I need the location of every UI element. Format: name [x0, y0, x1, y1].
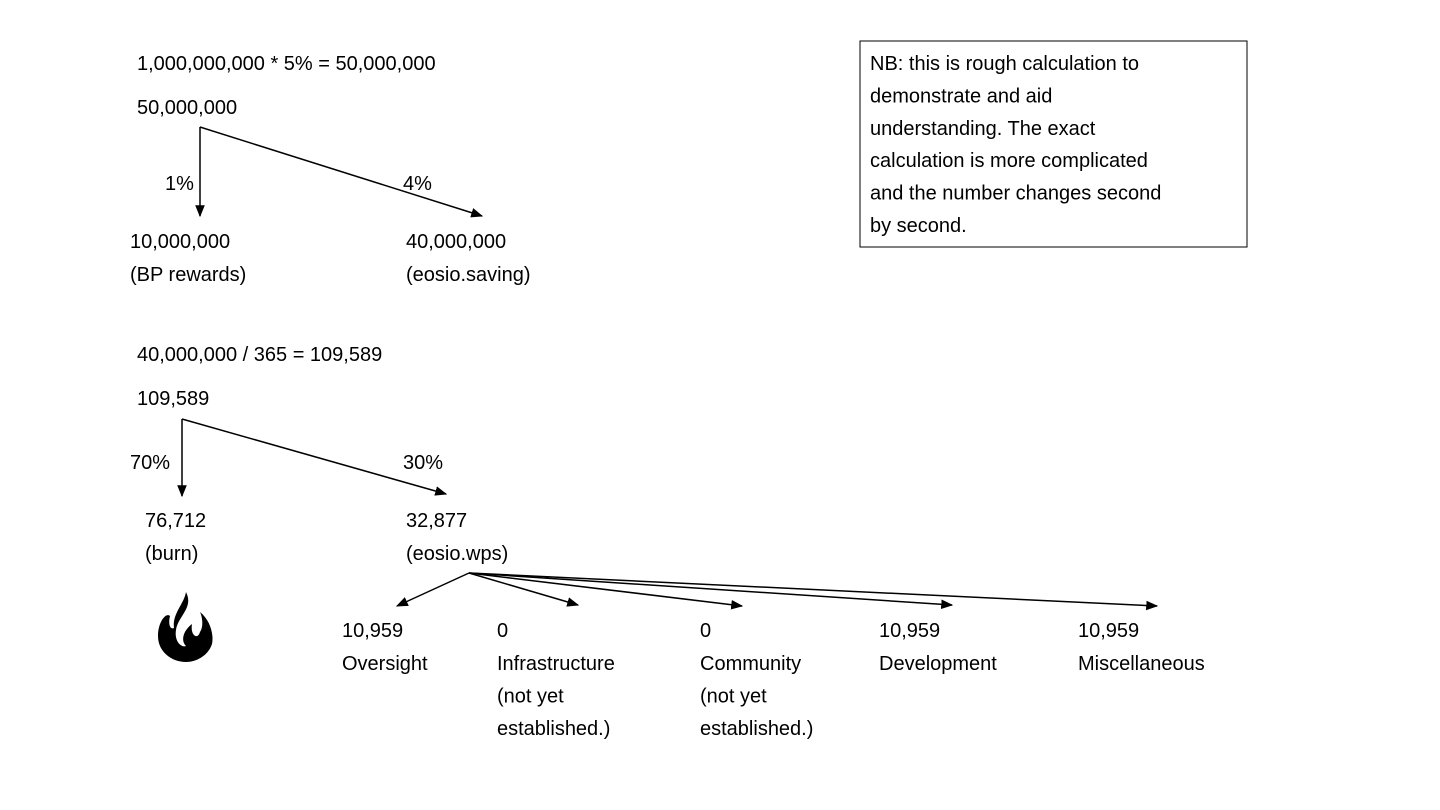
root-value: 50,000,000: [137, 97, 237, 119]
node-label: (not yet: [497, 686, 564, 708]
note-line: calculation is more complicated: [870, 150, 1148, 172]
arrow: [468, 572, 744, 610]
node-label: Community: [700, 653, 801, 675]
arrow: [468, 572, 1159, 611]
formula: 40,000,000 / 365 = 109,589: [137, 344, 382, 366]
node-value: 0: [700, 620, 711, 642]
edge-label: 70%: [130, 452, 170, 474]
node-value: 10,959: [342, 620, 403, 642]
node-label: (burn): [145, 543, 198, 565]
arrow: [199, 126, 484, 218]
node-label: Development: [879, 653, 997, 675]
formula: 1,000,000,000 * 5% = 50,000,000: [137, 53, 436, 75]
arrow: [395, 572, 470, 607]
node-label: Infrastructure: [497, 653, 615, 675]
node-label: Oversight: [342, 653, 428, 675]
note-line: and the number changes second: [870, 183, 1161, 205]
arrow: [468, 572, 580, 607]
node-label: established.): [700, 718, 813, 740]
node-value: 10,959: [1078, 620, 1139, 642]
node-label: established.): [497, 718, 610, 740]
note-line: demonstrate and aid: [870, 85, 1052, 107]
arrows: [177, 126, 1159, 611]
node-label: Miscellaneous: [1078, 653, 1205, 675]
node-value: 32,877: [406, 510, 467, 532]
node-label: (not yet: [700, 686, 767, 708]
node-label: (eosio.wps): [406, 543, 508, 565]
fire-icon: [158, 592, 213, 662]
note-box: [859, 40, 1248, 248]
node-value: 10,959: [879, 620, 940, 642]
node-value: 0: [497, 620, 508, 642]
arrow: [468, 572, 954, 610]
root-value: 109,589: [137, 388, 209, 410]
note-line: by second.: [870, 215, 967, 237]
node-label: (eosio.saving): [406, 264, 531, 286]
edge-label: 4%: [403, 173, 432, 195]
edge-label: 1%: [165, 173, 194, 195]
edge-label: 30%: [403, 452, 443, 474]
node-value: 40,000,000: [406, 231, 506, 253]
node-label: (BP rewards): [130, 264, 246, 286]
note-line: NB: this is rough calculation to: [870, 53, 1139, 75]
node-value: 10,000,000: [130, 231, 230, 253]
node-value: 76,712: [145, 510, 206, 532]
arrow: [181, 418, 448, 496]
note-line: understanding. The exact: [870, 118, 1096, 140]
